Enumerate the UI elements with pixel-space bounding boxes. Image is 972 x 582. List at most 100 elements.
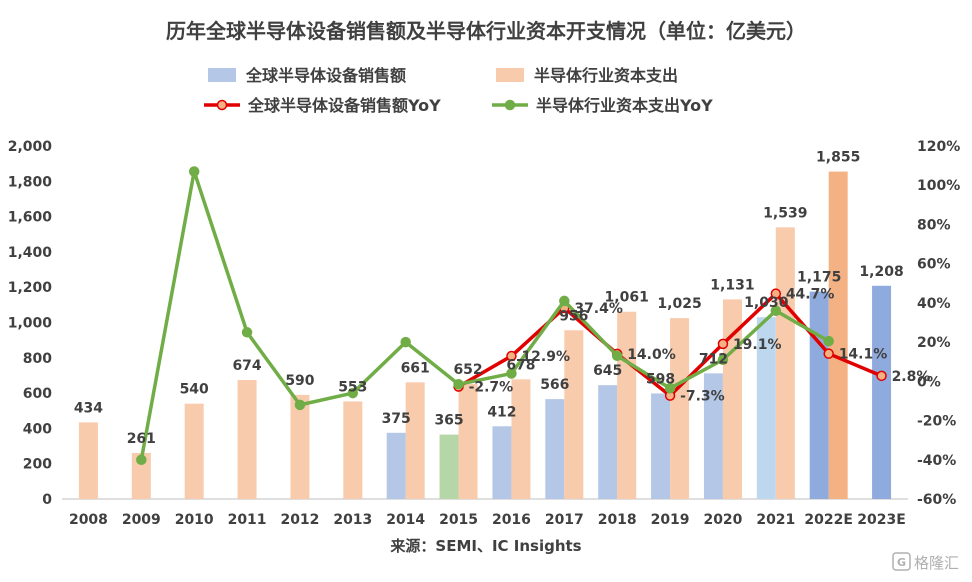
marker-capex-yoy — [347, 387, 359, 399]
bar-label-capex: 553 — [338, 379, 367, 395]
y-right-tick-label: 100% — [917, 178, 960, 194]
bar-label-equipment-sales: 645 — [593, 363, 622, 379]
legend-label: 全球半导体设备销售额YoY — [247, 96, 441, 115]
y-left-tick-label: 1,400 — [8, 245, 53, 261]
y-left-tick-label: 2,000 — [8, 139, 53, 155]
x-tick-label: 2010 — [175, 512, 214, 528]
marker-equipment-yoy — [717, 338, 729, 350]
source-note: 来源：SEMI、IC Insights — [389, 537, 581, 555]
marker-capex-yoy — [823, 335, 834, 347]
y-right-tick-label: 60% — [917, 257, 951, 273]
bar-equipment-sales — [386, 432, 406, 499]
bar-label-equipment-sales: 598 — [646, 371, 675, 387]
line-label-equipment-yoy: 12.9% — [521, 349, 570, 365]
chart-title: 历年全球半导体设备销售额及半导体行业资本开支情况（单位：亿美元） — [166, 19, 806, 43]
marker-equipment-yoy — [823, 348, 834, 359]
y-left-tick-label: 1,600 — [8, 210, 53, 226]
marker-equipment-yoy — [876, 370, 887, 382]
lines — [136, 166, 887, 466]
line-label-equipment-yoy: 44.7% — [786, 287, 835, 303]
bar-label-equipment-sales: 712 — [699, 351, 728, 367]
legend-swatch — [496, 68, 524, 82]
bar-label-capex: 1,061 — [605, 290, 649, 306]
bar-label-equipment-sales: 1,030 — [744, 295, 789, 311]
line-label-equipment-yoy: 37.4% — [574, 301, 623, 317]
marker-capex-yoy — [717, 354, 729, 366]
y-left-tick-label: 200 — [23, 457, 52, 473]
bar-label-capex: 661 — [401, 360, 430, 376]
bar-equipment-sales — [651, 393, 671, 499]
x-tick-label: 2008 — [69, 512, 108, 528]
line-capex-yoy — [139, 169, 830, 461]
y-left-tick-label: 1,800 — [8, 174, 53, 190]
legend-label: 全球半导体设备销售额 — [245, 66, 406, 85]
bar-capex — [237, 380, 257, 499]
line-label-equipment-yoy: -7.3% — [680, 389, 725, 405]
bar-label-capex: 540 — [180, 382, 209, 398]
marker-capex-yoy — [453, 379, 464, 390]
x-tick-label: 2014 — [386, 512, 425, 528]
y-right-tick-label: -60% — [917, 492, 956, 508]
bar-label-equipment-sales: 1,208 — [859, 264, 903, 280]
bar-capex — [775, 227, 795, 499]
marker-capex-yoy — [188, 166, 200, 177]
y-right-tick-label: -40% — [917, 453, 956, 469]
marker-capex-yoy — [241, 327, 253, 338]
y-right-tick-label: 0% — [917, 374, 941, 390]
legend-marker — [216, 99, 228, 111]
line-label-equipment-yoy: 2.8% — [892, 369, 931, 385]
y-right-tick-label: 120% — [917, 139, 960, 155]
watermark-text: 格隆汇 — [914, 554, 959, 572]
x-tick-label: 2023E — [857, 512, 906, 528]
bar-capex — [828, 171, 848, 499]
x-tick-label: 2009 — [122, 512, 161, 528]
y-left-tick-label: 600 — [23, 386, 52, 402]
y-right-tick-label: 80% — [917, 217, 951, 233]
bar-equipment-sales — [703, 373, 723, 499]
bars — [78, 171, 892, 499]
bar-equipment-sales — [545, 399, 565, 499]
x-tick-label: 2020 — [703, 512, 742, 528]
bar-equipment-sales — [756, 317, 776, 499]
bar-label-equipment-sales: 412 — [487, 404, 516, 420]
bar-equipment-sales — [598, 385, 618, 499]
watermark-logo-icon — [892, 552, 911, 571]
bar-label-equipment-sales: 365 — [434, 413, 463, 429]
marker-capex-yoy — [664, 382, 676, 394]
y-right-tick-label: 40% — [917, 296, 951, 312]
x-tick-label: 2013 — [333, 512, 372, 528]
line-label-equipment-yoy: 14.1% — [839, 347, 888, 363]
x-tick-label: 2022E — [804, 512, 853, 528]
bar-equipment-sales — [872, 285, 892, 499]
legend-marker — [504, 99, 516, 111]
bar-label-equipment-sales: 1,175 — [797, 270, 841, 286]
legend-swatch — [208, 68, 236, 82]
bar-capex — [458, 383, 478, 499]
bar-capex — [78, 422, 98, 499]
bar-label-capex: 590 — [285, 373, 314, 389]
marker-capex-yoy — [611, 350, 623, 362]
y-right-tick-label: 20% — [917, 335, 951, 351]
marker-capex-yoy — [136, 454, 147, 466]
bar-capex — [564, 330, 584, 499]
bar-capex — [131, 452, 151, 499]
bar-capex — [670, 318, 690, 499]
x-tick-label: 2019 — [651, 512, 690, 528]
bar-capex — [722, 299, 742, 499]
bar-label-capex: 674 — [232, 358, 261, 374]
bar-capex — [617, 311, 637, 499]
bar-label-capex: 1,131 — [710, 277, 754, 293]
marker-equipment-yoy — [770, 288, 782, 299]
line-label-equipment-yoy: -2.7% — [469, 380, 514, 396]
y-left-tick-label: 400 — [23, 421, 52, 437]
bar-capex — [405, 382, 425, 499]
bar-equipment-sales — [492, 426, 512, 499]
legend-label: 半导体行业资本支出YoY — [536, 96, 713, 115]
bar-capex — [511, 379, 531, 499]
y-right-tick-label: -20% — [917, 414, 956, 430]
x-tick-label: 2012 — [280, 512, 319, 528]
bar-label-capex: 956 — [559, 308, 588, 324]
